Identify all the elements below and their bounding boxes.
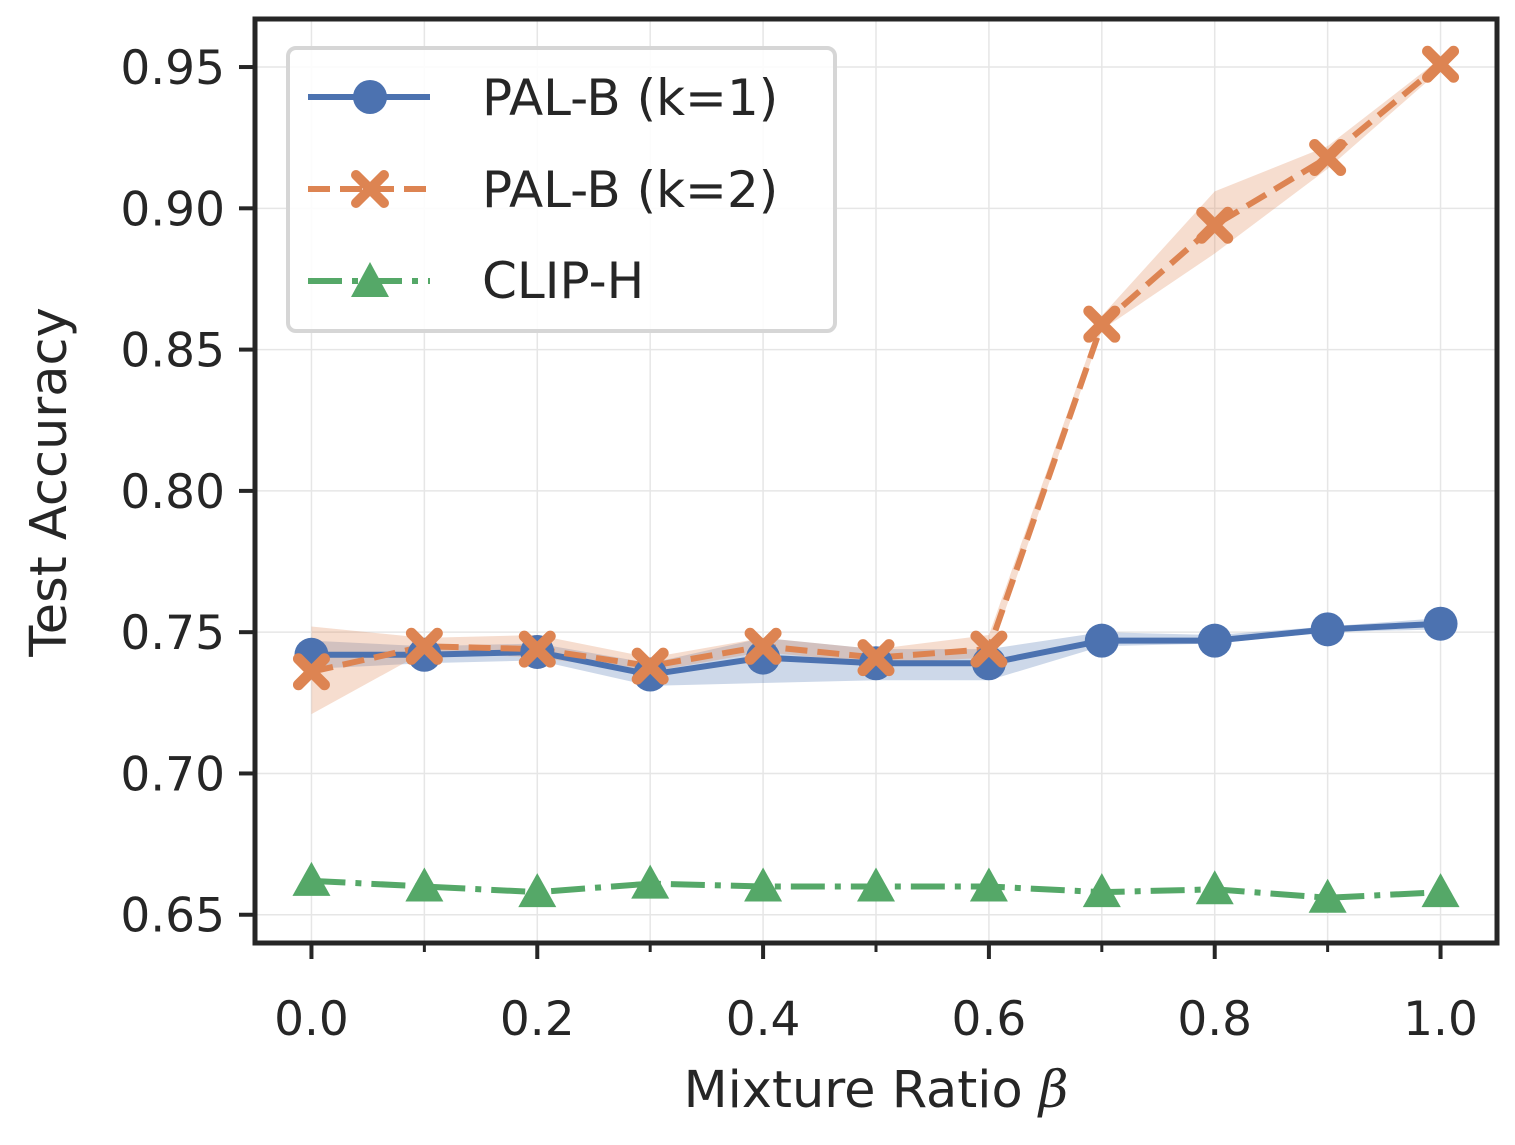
y-tick-label: 0.70 [120,747,225,802]
point-pal-b-k-1 [1423,606,1458,641]
legend: PAL-B (k=1) PAL-B (k=2) CLIP-H [286,46,837,333]
x-axis-title: Mixture Ratio β [684,1061,1069,1120]
point-clip-h [1421,873,1460,908]
x-tick-label: 0.2 [500,992,575,1047]
point-clip-h [1308,878,1347,913]
point-pal-b-k-2 [292,653,330,691]
point-pal-b-k-2 [857,639,895,677]
point-pal-b-k-2 [518,630,556,668]
legend-marker-circle [353,80,387,114]
point-pal-b-k-2 [1196,206,1234,244]
point-pal-b-k-1 [633,657,668,692]
point-clip-h [518,873,557,908]
legend-item-pal-b-k1: PAL-B (k=1) [308,69,778,127]
x-tick-label: 0.6 [952,992,1027,1047]
point-pal-b-k-2 [631,647,669,685]
y-tick-labels: 0.65 0.70 0.75 0.80 0.85 0.90 0.95 [120,41,225,944]
legend-item-clip-h: CLIP-H [308,252,644,310]
legend-label-clip-h: CLIP-H [482,252,644,310]
legend-marker-triangle [351,262,389,297]
y-axis-title: Test Accuracy [20,307,79,657]
point-clip-h [1082,873,1121,908]
x-tick-label: 0.0 [274,992,349,1047]
axis-ticks [239,65,1443,959]
legend-label-pal-b-k1: PAL-B (k=1) [482,69,778,127]
point-pal-b-k-2 [1309,138,1347,176]
point-clip-h [857,867,895,902]
x-tick-labels: 0.0 0.2 0.4 0.6 0.8 1.0 [274,992,1478,1047]
point-pal-b-k-2 [1422,45,1460,83]
legend-label-pal-b-k2: PAL-B (k=2) [482,161,778,219]
point-pal-b-k-2 [970,630,1008,668]
point-pal-b-k-1 [1310,612,1345,647]
x-tick-label: 1.0 [1403,992,1478,1047]
point-clip-h [969,867,1008,902]
line-pal-b-k-2 [310,61,1443,675]
x-tick-label: 0.4 [726,992,801,1047]
y-tick-label: 0.80 [120,465,225,520]
legend-box [286,46,837,333]
y-tick-label: 0.85 [120,324,225,379]
point-pal-b-k-1 [1197,623,1232,658]
point-clip-h [1195,870,1234,905]
y-tick-label: 0.90 [120,182,225,237]
y-tick-label: 0.95 [120,41,225,96]
x-tick-label: 0.8 [1177,992,1252,1047]
point-clip-h [292,861,331,896]
point-pal-b-k-2 [744,627,782,665]
series-markers [292,45,1460,913]
point-pal-b-k-2 [405,627,443,665]
point-clip-h [744,867,783,902]
point-clip-h [631,864,670,899]
point-pal-b-k-1 [1084,623,1119,658]
y-tick-label: 0.75 [120,606,225,661]
legend-marker-x [351,170,389,208]
y-tick-label: 0.65 [120,889,225,944]
point-pal-b-k-1 [407,637,442,672]
point-pal-b-k-2 [1083,305,1121,343]
point-clip-h [405,867,444,902]
legend-item-pal-b-k2: PAL-B (k=2) [308,161,778,219]
